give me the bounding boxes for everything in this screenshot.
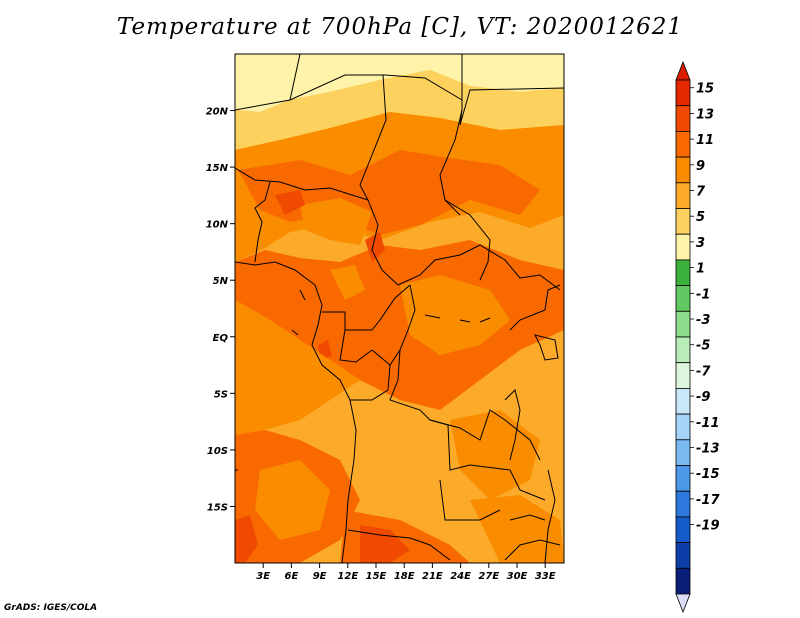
country-borders	[235, 54, 564, 563]
colorbar-swatch	[675, 387, 691, 415]
colorbar: 15 13 11 9 7 5 3 1 -1 -3 -5 -7 -9 -11 -13 -15 -17 -19	[675, 60, 720, 614]
temperature-field	[235, 54, 564, 563]
lon-tick-label: 18E	[394, 571, 415, 582]
lon-tick-label: 33E	[535, 571, 556, 582]
colorbar-swatch	[675, 465, 691, 492]
lon-tick-label: 30E	[507, 571, 528, 582]
colorbar-swatch	[675, 413, 691, 441]
lat-tick-label: 10N	[206, 220, 229, 231]
colorbar-swatch	[675, 105, 691, 132]
lon-tick-label: 21E	[422, 571, 443, 582]
colorbar-swatch	[675, 285, 691, 312]
colorbar-swatch	[675, 156, 691, 184]
lon-tick-label: 6E	[285, 571, 299, 582]
longitude-axis: 3E 6E 9E 12E 15E 18E 21E 24E 27E 30E 33E	[256, 563, 556, 582]
lon-tick-label: 3E	[256, 571, 270, 582]
lat-tick-label: 15S	[207, 502, 228, 513]
colorbar-label: 15	[696, 82, 714, 97]
colorbar-swatch	[675, 233, 691, 261]
lon-tick-label: 15E	[366, 571, 387, 582]
colorbar-label: -9	[696, 390, 710, 405]
colorbar-swatch	[675, 362, 691, 389]
colorbar-label: 11	[696, 133, 714, 148]
colorbar-label: -11	[696, 416, 720, 431]
colorbar-label: -7	[696, 364, 711, 379]
colorbar-label: -13	[696, 442, 720, 457]
colorbar-label: -19	[696, 519, 720, 534]
colorbar-label: 9	[696, 159, 705, 174]
colorbar-swatch	[675, 208, 691, 235]
lon-tick-label: 24E	[450, 571, 471, 582]
map-title: Temperature at 700hPa [C], VT: 202001262…	[116, 14, 684, 40]
colorbar-label: 3	[696, 236, 705, 251]
colorbar-label: 7	[696, 185, 706, 200]
latitude-axis: 20N 15N 10N 5N EQ 5S 10S 15S	[206, 107, 235, 513]
colorbar-swatch	[675, 567, 691, 595]
lat-tick-label: 20N	[206, 107, 229, 118]
colorbar-label: -17	[696, 493, 720, 508]
colorbar-label: -3	[696, 313, 710, 328]
credit-text: GrADS: IGES/COLA	[4, 603, 98, 613]
lon-tick-label: 12E	[337, 571, 358, 582]
colorbar-swatch	[675, 542, 691, 569]
colorbar-label: -5	[696, 339, 710, 354]
colorbar-bottom-arrow	[675, 593, 691, 614]
lat-tick-label: 5N	[213, 276, 229, 287]
colorbar-swatch	[675, 310, 691, 338]
colorbar-top-arrow	[675, 60, 691, 81]
colorbar-swatch	[675, 516, 691, 544]
lat-tick-label: EQ	[213, 333, 229, 344]
colorbar-label: 5	[696, 210, 705, 225]
lon-tick-label: 9E	[313, 571, 327, 582]
lon-tick-label: 27E	[478, 571, 499, 582]
colorbar-label: -1	[696, 287, 710, 302]
colorbar-label: 1	[696, 262, 705, 277]
colorbar-swatch	[675, 490, 691, 518]
colorbar-swatch	[675, 79, 691, 107]
colorbar-swatch	[675, 182, 691, 209]
map-frame	[234, 53, 565, 564]
colorbar-swatch	[675, 130, 691, 158]
colorbar-swatch	[675, 336, 691, 364]
colorbar-label: -15	[696, 467, 720, 482]
lat-tick-label: 15N	[206, 163, 229, 174]
lat-tick-label: 10S	[207, 446, 228, 457]
colorbar-swatch	[675, 259, 691, 286]
lat-tick-label: 5S	[214, 389, 228, 400]
colorbar-swatch	[675, 439, 691, 466]
colorbar-label: 13	[696, 107, 714, 122]
